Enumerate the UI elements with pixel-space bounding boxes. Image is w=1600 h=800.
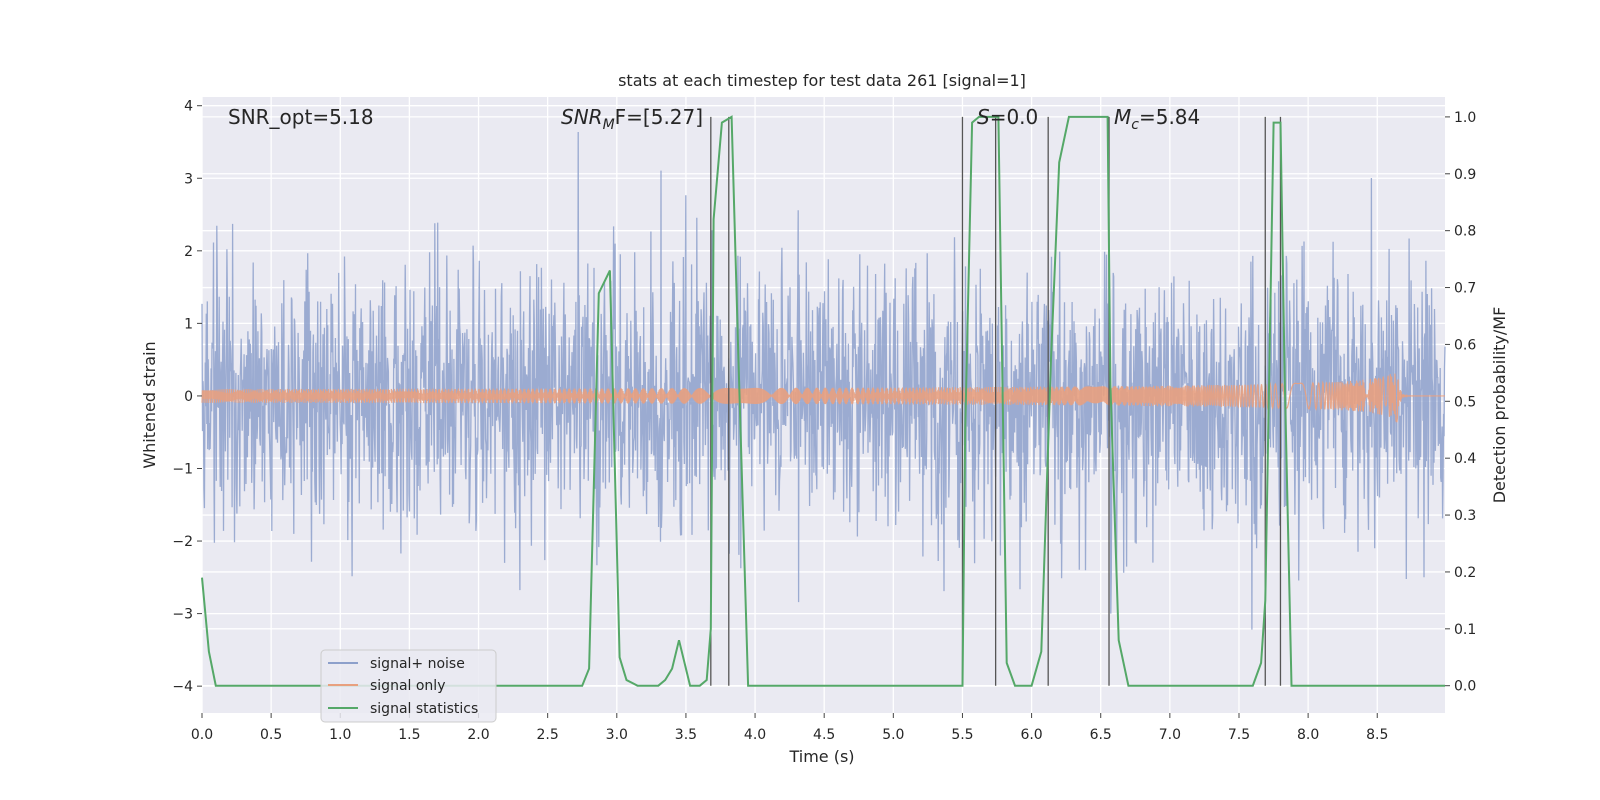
legend-label-signal-statistics: signal statistics <box>370 701 478 717</box>
annotation-mc-main: M <box>1114 105 1131 129</box>
series-signal-statistics-line <box>201 115 1445 687</box>
y-tick-label-right: 0.4 <box>1454 451 1476 467</box>
y-tick-label-left: −2 <box>172 534 193 550</box>
x-tick-label: 8.5 <box>1366 727 1388 743</box>
series-signal-only-line <box>201 373 1445 423</box>
x-tick-label: 5.0 <box>882 727 904 743</box>
y-tick-label-left: 0 <box>184 389 193 405</box>
y-axis-label-left: Whitened strain <box>140 341 159 468</box>
series-signal-only <box>201 373 1445 423</box>
annotation-snr-mf-sub: M <box>603 117 615 133</box>
annotation-snr-opt: SNR_opt=5.18 <box>228 105 374 129</box>
annotation-s: S=0.0 <box>977 105 1038 129</box>
x-tick-label: 2.5 <box>537 727 559 743</box>
y-tick-label-right: 0.0 <box>1454 679 1476 695</box>
x-tick-label: 0.0 <box>191 727 213 743</box>
annotation-s-rest: =0.0 <box>990 105 1039 129</box>
legend-box <box>320 649 497 723</box>
y-tick-label-left: 3 <box>184 171 193 187</box>
x-tick-label: 6.0 <box>1020 727 1042 743</box>
x-tick-label: 8.0 <box>1297 727 1319 743</box>
annotation-mc-sub: c <box>1131 117 1139 133</box>
legend-label-signal-only: signal only <box>370 678 445 694</box>
x-tick-label: 4.5 <box>813 727 835 743</box>
y-tick-label-right: 0.6 <box>1454 337 1476 353</box>
x-tick-label: 3.5 <box>675 727 697 743</box>
y-tick-label-right: 0.1 <box>1454 622 1476 638</box>
x-tick-label: 5.5 <box>951 727 973 743</box>
x-tick-label: 3.0 <box>606 727 628 743</box>
y-axis-label-right: Detection probability/MF <box>1490 307 1509 504</box>
x-tick-label: 2.0 <box>467 727 489 743</box>
y-tick-label-left: 2 <box>184 244 193 260</box>
y-tick-label-right: 0.2 <box>1454 565 1476 581</box>
axis-ticks: 0.0 0.5 1.0 1.5 2.0 2.5 3.0 3.5 4.0 4.5 5.0 5.5 6.0 6… <box>172 99 1476 743</box>
series-signal-noise <box>201 131 1446 630</box>
x-tick-label: 4.0 <box>744 727 766 743</box>
annotation-snr-mf: SNRMF=[5.27] <box>561 105 703 133</box>
y-tick-label-right: 0.5 <box>1454 394 1476 410</box>
y-tick-label-right: 0.9 <box>1454 167 1476 183</box>
annotation-mc-rest: =5.84 <box>1139 105 1200 129</box>
x-tick-label: 6.5 <box>1090 727 1112 743</box>
series-signal-noise-line <box>201 131 1446 630</box>
annotation-snr-mf-rest: F=[5.27] <box>615 105 703 129</box>
x-tick-label: 7.5 <box>1228 727 1250 743</box>
y-tick-label-left: −3 <box>172 607 193 623</box>
x-tick-label: 1.5 <box>398 727 420 743</box>
y-tick-label-left: −4 <box>172 679 193 695</box>
x-tick-label: 7.0 <box>1159 727 1181 743</box>
y-tick-label-left: 1 <box>184 316 193 332</box>
annotation-s-main: S <box>977 105 990 129</box>
y-tick-label-left: 4 <box>184 99 193 115</box>
x-axis-label: Time (s) <box>788 747 854 766</box>
y-tick-label-right: 0.8 <box>1454 224 1476 240</box>
legend: signal+ noise signal only signal statist… <box>320 649 497 723</box>
annotation-snr-mf-main: SNR <box>561 105 603 129</box>
vertical-markers <box>710 116 1282 686</box>
y-tick-label-right: 1.0 <box>1454 110 1476 126</box>
x-tick-label: 1.0 <box>329 727 351 743</box>
annotation-mc: Mc=5.84 <box>1114 105 1200 133</box>
y-tick-label-right: 0.3 <box>1454 508 1476 524</box>
y-tick-label-right: 0.7 <box>1454 281 1476 297</box>
legend-label-signal-noise: signal+ noise <box>370 656 465 672</box>
y-tick-label-left: −1 <box>172 461 193 477</box>
chart-title: stats at each timestep for test data 261… <box>618 71 1026 90</box>
x-tick-label: 0.5 <box>260 727 282 743</box>
series-signal-statistics <box>201 115 1445 687</box>
